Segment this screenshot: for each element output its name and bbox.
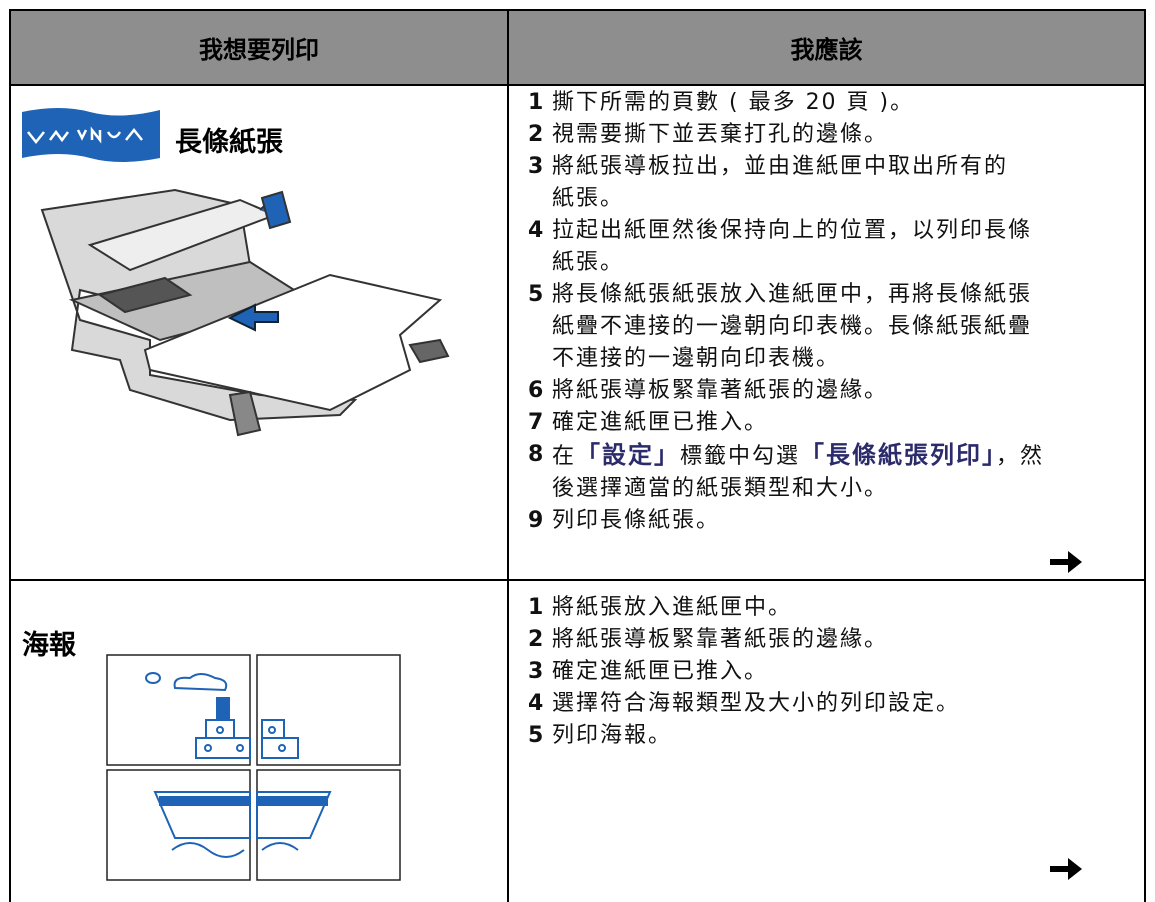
step-list: 1 將紙張放入進紙匣中。 2 將紙張導板緊靠著紙張的邊緣。 3 確定進紙匣已推入。 4 選擇符…	[528, 592, 960, 752]
step-number: 9	[528, 508, 546, 533]
emphasis: 「設定」	[576, 441, 681, 469]
step: 7 確定進紙匣已推入。	[528, 407, 1044, 439]
text-line: 紙疊不連接的一邊朝向印表機。長條紙張紙疊	[552, 314, 1033, 339]
text-line: 拉起出紙匣然後保持向上的位置，以列印長條	[552, 218, 1033, 243]
next-arrow	[1050, 551, 1082, 573]
border	[9, 9, 11, 902]
step: 8 在「設定」標籤中勾選「長條紙張列印」，然後選擇適當的紙張類型和大小。	[528, 439, 1044, 505]
emphasis: 「長條紙張列印」	[800, 441, 997, 469]
row-title: 長條紙張	[175, 127, 283, 158]
step-number: 2	[528, 627, 546, 652]
step: 5 列印海報。	[528, 720, 960, 752]
step-text: 確定進紙匣已推入。	[552, 407, 768, 439]
step: 1 將紙張放入進紙匣中。	[528, 592, 960, 624]
text-line: 紙張。	[552, 186, 625, 211]
text-line: 視需要撕下並丟棄打孔的邊條。	[552, 122, 889, 147]
banner-icon	[22, 108, 160, 162]
step-text: 選擇符合海報類型及大小的列印設定。	[552, 688, 960, 720]
text-line: 將紙張導板緊靠著紙張的邊緣。	[552, 627, 889, 652]
text-segment: 在	[552, 444, 577, 469]
next-arrow	[1050, 858, 1082, 880]
step-number: 6	[528, 378, 546, 403]
printer-illustration	[40, 188, 450, 437]
step-text: 在「設定」標籤中勾選「長條紙張列印」，然後選擇適當的紙張類型和大小。	[552, 439, 1044, 505]
step: 9 列印長條紙張。	[528, 505, 1044, 537]
text-line: 將紙張導板緊靠著紙張的邊緣。	[552, 378, 889, 403]
border	[1144, 9, 1146, 902]
header-cell: 我應該	[508, 10, 1145, 85]
step-number: 2	[528, 122, 546, 147]
step: 2 將紙張導板緊靠著紙張的邊緣。	[528, 624, 960, 656]
step-number: 3	[528, 154, 546, 179]
step-number: 3	[528, 659, 546, 684]
row-title: 海報	[22, 630, 76, 661]
step-number: 7	[528, 410, 546, 435]
step-number: 4	[528, 218, 546, 243]
text-line: 將紙張放入進紙匣中。	[552, 595, 793, 620]
text-line: 後選擇適當的紙張類型和大小。	[552, 476, 889, 501]
step-number: 5	[528, 723, 546, 748]
step-text: 列印長條紙張。	[552, 505, 720, 537]
step: 4 選擇符合海報類型及大小的列印設定。	[528, 688, 960, 720]
step-text: 將紙張導板緊靠著紙張的邊緣。	[552, 375, 888, 407]
text-line: 選擇符合海報類型及大小的列印設定。	[552, 691, 961, 716]
text-segment: ，然	[996, 444, 1045, 469]
poster-illustration	[106, 654, 401, 881]
step-text: 將紙張放入進紙匣中。	[552, 592, 792, 624]
border	[10, 9, 1145, 11]
step-text: 將紙張導板緊靠著紙張的邊緣。	[552, 624, 888, 656]
border	[10, 84, 1145, 86]
step: 6 將紙張導板緊靠著紙張的邊緣。	[528, 375, 1044, 407]
step-text: 視需要撕下並丟棄打孔的邊條。	[552, 119, 888, 151]
step-number: 1	[528, 595, 546, 620]
text-line: 撕下所需的頁數 ( 最多 20 頁 )。	[552, 90, 915, 115]
header-cell: 我想要列印	[10, 10, 508, 85]
text-line: 確定進紙匣已推入。	[552, 410, 769, 435]
step-text: 確定進紙匣已推入。	[552, 656, 768, 688]
step-text: 將長條紙張紙張放入進紙匣中，再將長條紙張 紙疊不連接的一邊朝向印表機。長條紙張紙疊…	[552, 279, 1032, 375]
text-line: 列印海報。	[552, 723, 673, 748]
step-number: 8	[528, 442, 546, 467]
text-line: 在「設定」標籤中勾選「長條紙張列印」，然	[552, 439, 1044, 473]
step-list: 1 撕下所需的頁數 ( 最多 20 頁 )。 2 視需要撕下並丟棄打孔的邊條。 3 將紙張…	[528, 87, 1044, 537]
step-number: 1	[528, 90, 546, 115]
step-text: 拉起出紙匣然後保持向上的位置，以列印長條 紙張。	[552, 215, 1032, 279]
border	[10, 579, 1145, 581]
text-line: 確定進紙匣已推入。	[552, 659, 769, 684]
border	[507, 9, 509, 902]
text-segment: 標籤中勾選	[680, 444, 801, 469]
step-number: 5	[528, 282, 546, 307]
step: 4 拉起出紙匣然後保持向上的位置，以列印長條 紙張。	[528, 215, 1044, 279]
step: 1 撕下所需的頁數 ( 最多 20 頁 )。	[528, 87, 1044, 119]
step: 3 將紙張導板拉出，並由進紙匣中取出所有的 紙張。	[528, 151, 1044, 215]
text-line: 將長條紙張紙張放入進紙匣中，再將長條紙張	[552, 282, 1033, 307]
text-line: 紙張。	[552, 250, 625, 275]
step-number: 4	[528, 691, 546, 716]
text-line: 列印長條紙張。	[552, 508, 721, 533]
text-line: 不連接的一邊朝向印表機。	[552, 346, 841, 371]
step-text: 撕下所需的頁數 ( 最多 20 頁 )。	[552, 87, 914, 119]
step: 3 確定進紙匣已推入。	[528, 656, 960, 688]
text-line: 將紙張導板拉出，並由進紙匣中取出所有的	[552, 154, 1009, 179]
step-text: 列印海報。	[552, 720, 672, 752]
step: 2 視需要撕下並丟棄打孔的邊條。	[528, 119, 1044, 151]
step: 5 將長條紙張紙張放入進紙匣中，再將長條紙張 紙疊不連接的一邊朝向印表機。長條紙張紙…	[528, 279, 1044, 375]
step-text: 將紙張導板拉出，並由進紙匣中取出所有的 紙張。	[552, 151, 1008, 215]
